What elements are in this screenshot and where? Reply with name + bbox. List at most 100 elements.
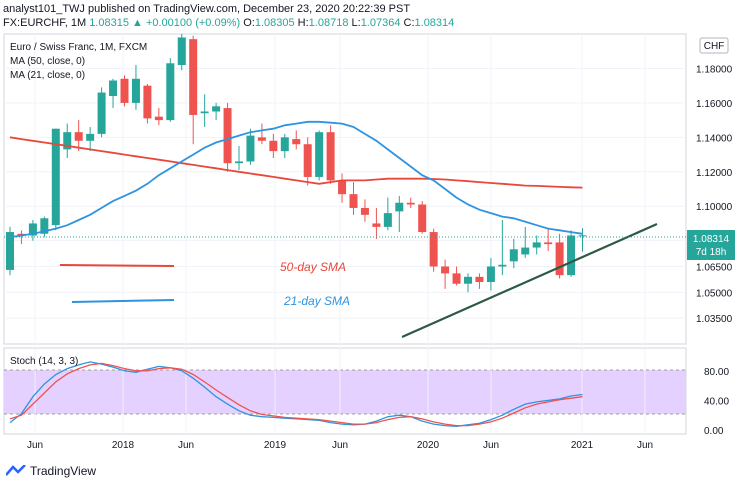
time-tick-label: 2019 bbox=[264, 440, 287, 451]
candle-body bbox=[567, 235, 576, 276]
time-tick-label: 2018 bbox=[112, 440, 135, 451]
price-tag-time: 7d 18h bbox=[696, 247, 727, 258]
candle-body bbox=[532, 242, 541, 248]
tradingview-logo-icon bbox=[6, 465, 26, 476]
low-value: 1.07364 bbox=[360, 17, 401, 29]
stoch-tick-label: 0.00 bbox=[704, 426, 724, 437]
legend-title: Euro / Swiss Franc, 1M, FXCM bbox=[10, 42, 147, 53]
currency-tag bbox=[699, 37, 729, 54]
close-value: 1.08314 bbox=[414, 17, 455, 29]
tradingview-brand: TradingView bbox=[30, 464, 97, 478]
open-label: O: bbox=[243, 17, 255, 29]
stoch-k-line bbox=[9, 361, 583, 427]
candle-body bbox=[406, 202, 415, 205]
candle-body bbox=[315, 132, 324, 177]
candle-body bbox=[166, 63, 175, 121]
candle-body bbox=[418, 204, 427, 233]
candle-body bbox=[86, 133, 95, 141]
candle-body bbox=[521, 247, 530, 255]
candle-body bbox=[292, 139, 301, 145]
candle-body bbox=[6, 232, 14, 270]
price-tag bbox=[687, 230, 735, 260]
time-tick-label: Jun bbox=[637, 440, 653, 451]
tradingview-footer[interactable]: TradingView bbox=[6, 464, 96, 478]
time-tick-label: Jun bbox=[27, 440, 43, 451]
sma50-label: 50-day SMA bbox=[280, 260, 346, 274]
candle-body bbox=[441, 266, 450, 274]
low-label: L: bbox=[351, 17, 361, 29]
candle-body bbox=[143, 85, 152, 119]
price-tick-label: 1.14000 bbox=[696, 133, 733, 144]
stoch-band bbox=[4, 370, 686, 414]
ma50-line bbox=[9, 136, 583, 189]
candle-body bbox=[40, 218, 49, 234]
price-tick-label: 1.06500 bbox=[696, 263, 733, 274]
price-tick-label: 1.18000 bbox=[696, 64, 733, 75]
time-tick-label: 2020 bbox=[417, 440, 440, 451]
candle-body bbox=[223, 108, 232, 164]
stoch-d-line bbox=[9, 362, 583, 427]
ma21-line bbox=[9, 120, 583, 239]
legend-ma21: MA (21, close, 0) bbox=[10, 70, 85, 81]
candle-body bbox=[303, 144, 312, 177]
candle-body bbox=[200, 111, 209, 114]
candle-body bbox=[395, 202, 404, 212]
publish-info: analyst101_TWJ published on TradingView.… bbox=[3, 3, 410, 15]
sma21-sample-line bbox=[71, 299, 175, 303]
candle-body bbox=[269, 140, 278, 152]
price-tick-label: 1.12000 bbox=[696, 168, 733, 179]
candle-body bbox=[372, 223, 381, 227]
stoch-tick-label: 40.00 bbox=[704, 396, 729, 407]
candle-body bbox=[429, 232, 438, 267]
candle-body bbox=[338, 180, 347, 195]
ohlc-readout: FX:EURCHF, 1M 1.08315 ▲ +0.00100 (+0.09%… bbox=[3, 17, 454, 29]
candle-body bbox=[235, 161, 243, 164]
stoch-legend: Stoch (14, 3, 3) bbox=[10, 356, 78, 367]
candle-body bbox=[97, 92, 106, 134]
candle-body bbox=[326, 132, 335, 181]
candle-body bbox=[189, 39, 198, 115]
candle-body bbox=[509, 249, 518, 262]
price-tick-label: 1.16000 bbox=[696, 99, 733, 110]
candle-body bbox=[280, 137, 289, 152]
candle-body bbox=[555, 242, 564, 276]
candle-body bbox=[349, 194, 358, 208]
candle-body bbox=[63, 132, 72, 150]
candle-body bbox=[464, 276, 472, 284]
time-tick-label: Jun bbox=[178, 440, 194, 451]
candles bbox=[6, 34, 587, 293]
trendline[interactable] bbox=[401, 222, 658, 339]
candle-body bbox=[257, 137, 266, 141]
candle-body bbox=[486, 266, 495, 282]
price-tick-label: 1.03500 bbox=[696, 314, 733, 325]
candle-body bbox=[246, 135, 255, 162]
candle-body bbox=[383, 213, 392, 227]
last-price: 1.08315 bbox=[89, 17, 129, 29]
open-value: 1.08305 bbox=[254, 17, 295, 29]
candle-body bbox=[498, 264, 507, 267]
candle-body bbox=[154, 116, 163, 121]
candle-body bbox=[475, 276, 484, 282]
currency-label: CHF bbox=[704, 41, 725, 52]
candle-body bbox=[360, 207, 369, 215]
candle-body bbox=[452, 273, 461, 284]
sma21-label: 21-day SMA bbox=[283, 294, 350, 308]
price-tick-label: 1.10000 bbox=[696, 202, 733, 213]
stoch-tick-label: 80.00 bbox=[704, 367, 729, 378]
close-label: C: bbox=[403, 17, 415, 29]
symbol-label: FX:EURCHF, 1M bbox=[3, 17, 87, 29]
candle-body bbox=[109, 80, 118, 96]
legend-ma50: MA (50, close, 0) bbox=[10, 56, 85, 67]
sma50-sample-line bbox=[59, 264, 175, 267]
publish-text: analyst101_TWJ published on TradingView.… bbox=[3, 3, 411, 15]
candle-body bbox=[212, 106, 221, 112]
high-value: 1.08718 bbox=[308, 17, 349, 29]
price-tag-value: 1.08314 bbox=[693, 234, 730, 245]
candle-body bbox=[74, 132, 83, 141]
candle-body bbox=[544, 242, 553, 245]
change-value: ▲ +0.00100 (+0.09%) bbox=[132, 17, 241, 29]
candle-body bbox=[28, 223, 37, 236]
candle-body bbox=[177, 37, 186, 65]
time-tick-label: 2021 bbox=[571, 440, 594, 451]
